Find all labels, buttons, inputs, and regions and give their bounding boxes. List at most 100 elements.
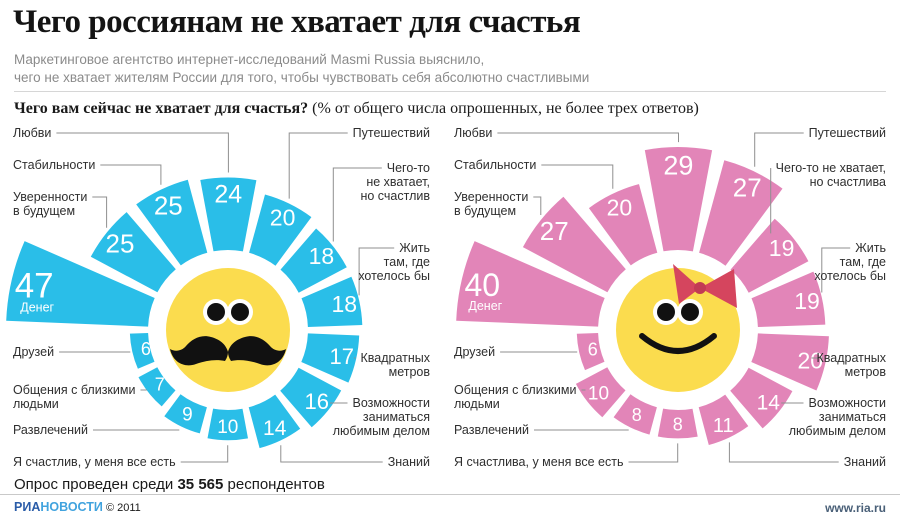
wedge-value-7: 17 — [330, 344, 354, 369]
wedge-11 — [164, 394, 207, 434]
header-divider — [14, 91, 886, 92]
category-label-7: Квадратных метров — [360, 351, 430, 379]
chart-question: Чего вам сейчас не хватает для счастья? … — [14, 100, 699, 118]
label-connector-4 — [288, 132, 348, 199]
label-connector-9 — [728, 442, 839, 463]
label-connector-10 — [628, 443, 679, 463]
site-link[interactable]: www.ria.ru — [825, 501, 886, 515]
category-label-3: Любви — [13, 126, 52, 140]
category-label-5: Чего-то не хватает, но счастлив — [360, 161, 430, 203]
category-label-12: Общения с близкими людьми — [13, 383, 136, 411]
wedge-value-2: 20 — [607, 195, 633, 221]
brand-logo: РИАНОВОСТИ © 2011 — [14, 500, 141, 514]
mustache-icon — [170, 336, 228, 366]
wedge-3 — [644, 147, 713, 252]
wedge-6 — [751, 271, 826, 327]
footer-divider — [0, 494, 900, 495]
face-circle — [616, 268, 740, 392]
subtitle: Маркетинговое агентство интернет-исследо… — [14, 51, 589, 87]
wedge-0 — [6, 241, 155, 327]
category-label-4: Путешествий — [352, 126, 430, 140]
eye-icon — [231, 303, 249, 321]
category-label-6: Жить там, где хотелось бы — [814, 241, 886, 283]
category-label-12: Общения с близкими людьми — [454, 383, 577, 411]
label-connector-5 — [332, 167, 382, 242]
bow-knot-icon — [694, 282, 706, 294]
wedge-value-4: 20 — [270, 204, 296, 230]
wedge-value-4: 27 — [733, 172, 762, 202]
wedge-3 — [200, 177, 257, 252]
subtitle-line2: чего не хватает жителям России для того,… — [14, 70, 590, 85]
wedge-value-12: 10 — [588, 384, 609, 405]
wedge-10 — [657, 408, 698, 439]
survey-prefix: Опрос проведен среди — [14, 476, 178, 493]
wedge-value-1: 25 — [106, 229, 135, 259]
bow-icon — [700, 269, 737, 308]
wedge-value-6: 18 — [332, 291, 358, 317]
category-label-13: Друзей — [13, 345, 55, 359]
wedge-value-0: 40 — [465, 267, 501, 303]
label-connector-1 — [92, 196, 108, 228]
wedge-value-2: 25 — [154, 190, 183, 220]
label-connector-2 — [100, 164, 162, 185]
wedge-value-13: 6 — [141, 339, 151, 359]
wedge-8 — [280, 367, 342, 428]
category-label-5: Чего-то не хватает, но счастлива — [775, 161, 886, 189]
eye-icon — [657, 303, 675, 321]
mustache-icon — [228, 336, 286, 366]
eye-icon — [207, 303, 225, 321]
category-label-10: Я счастлив, у меня все есть — [13, 455, 176, 469]
label-connector-2 — [541, 164, 614, 189]
wedge-value-8: 14 — [757, 392, 781, 415]
wedge-value-11: 8 — [632, 405, 642, 425]
brand-copyright: © 2011 — [102, 502, 141, 514]
category-label-3: Любви — [454, 126, 493, 140]
label-connector-4 — [754, 132, 804, 167]
category-label-2: Стабильности — [454, 158, 537, 172]
wedge-value-5: 18 — [309, 243, 335, 269]
eye-icon — [681, 303, 699, 321]
label-connector-10 — [180, 445, 229, 463]
wedge-5 — [280, 228, 347, 293]
survey-count: 35 565 — [177, 476, 224, 493]
label-connector-3 — [56, 132, 229, 173]
wedge-0 — [456, 241, 605, 327]
wedge-5 — [730, 218, 809, 293]
smile-mouth — [639, 333, 717, 354]
category-label-9: Знаний — [387, 455, 430, 469]
wedge-value-0: 47 — [15, 267, 54, 306]
category-label-8: Возможности заниматься любимым делом — [332, 396, 430, 438]
category-label-11: Развлечений — [13, 423, 88, 437]
survey-suffix: респондентов — [223, 476, 325, 493]
wedge-4 — [249, 194, 312, 266]
wedge-value-3: 29 — [663, 150, 693, 180]
question-note: (% от общего числа опрошенных, не более … — [308, 100, 699, 117]
category-label-10: Я счастлива, у меня все есть — [454, 455, 624, 469]
category-label-1: Уверенности в будущем — [454, 190, 529, 218]
wedge-12 — [138, 367, 176, 407]
wedge-value-5: 19 — [769, 235, 795, 261]
face-circle — [166, 268, 290, 392]
wedge-6 — [301, 276, 363, 327]
category-label-1: Уверенности в будущем — [13, 190, 88, 218]
wedge-2 — [588, 184, 658, 266]
smiley-face-male — [166, 268, 290, 392]
bow-icon — [673, 264, 700, 304]
category-label-13: Друзей — [454, 345, 496, 359]
wedge-1 — [522, 196, 626, 293]
subtitle-line1: Маркетинговое агентство интернет-исследо… — [14, 52, 485, 67]
wedge-value-8: 16 — [305, 389, 329, 414]
page-title: Чего россиянам не хватает для счастья — [13, 4, 581, 40]
wedge-value-10: 8 — [673, 415, 683, 435]
label-connector-3 — [497, 132, 679, 143]
wedge-value-9: 11 — [713, 415, 734, 437]
wedge-11 — [613, 394, 657, 435]
wedge-1 — [90, 212, 176, 293]
category-label-8: Возможности заниматься любимым делом — [788, 396, 886, 438]
wedge-13 — [576, 333, 605, 371]
wedge-4 — [699, 160, 783, 266]
wedge-9 — [698, 394, 749, 445]
wedge-2 — [136, 179, 208, 266]
category-label-6: Жить там, где хотелось бы — [358, 241, 430, 283]
